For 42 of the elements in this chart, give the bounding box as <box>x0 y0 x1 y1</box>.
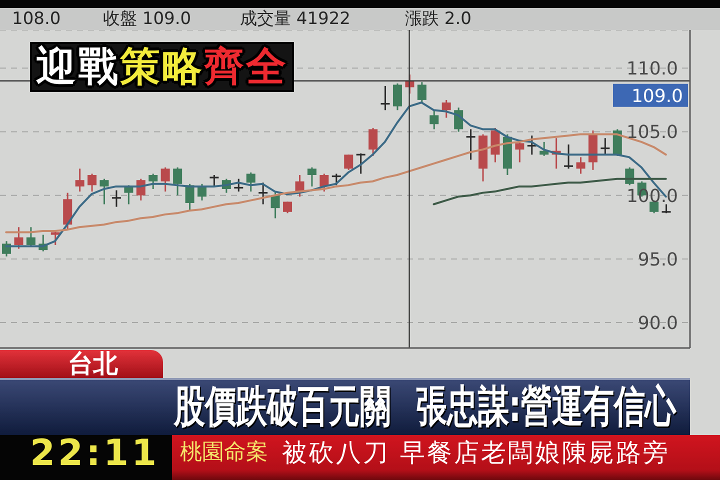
candlestick <box>111 190 122 208</box>
candlestick <box>320 172 329 192</box>
ticker-banner: 桃園命案 被砍八刀 早餐店老闆娘陳屍路旁 <box>172 435 720 480</box>
candlestick <box>600 137 610 156</box>
candlestick <box>160 166 170 192</box>
candlestick <box>185 183 194 212</box>
candlestick <box>50 230 60 246</box>
candlestick <box>88 172 97 192</box>
candlestick <box>258 182 268 206</box>
ref-line-label: 109.0 <box>631 86 683 107</box>
candlestick <box>148 172 158 190</box>
clock-panel: 22:11 <box>0 435 172 480</box>
candlestick <box>283 200 292 214</box>
candlestick <box>356 152 366 174</box>
candlestick <box>392 82 402 111</box>
candlestick <box>246 172 256 192</box>
candlestick <box>270 190 280 220</box>
y-tick-label: 105.0 <box>626 122 678 144</box>
candlestick <box>344 154 354 171</box>
candlestick <box>576 156 586 174</box>
candlestick <box>417 81 426 104</box>
candlestick <box>331 172 342 186</box>
candlestick <box>442 99 451 119</box>
info-bar: 108.0 收盤 109.0 成交量 41922 漲跌 2.0 <box>0 0 720 30</box>
location-tab: 台北 <box>0 350 163 378</box>
y-tick-label: 110.0 <box>626 58 678 80</box>
candlestick <box>75 168 84 192</box>
candlestick <box>368 127 378 157</box>
candlestick <box>563 144 574 170</box>
candlestick <box>515 141 524 164</box>
y-tick-label: 100.0 <box>626 186 678 207</box>
candlestick <box>430 109 439 130</box>
candlestick <box>173 166 182 196</box>
y-tick-label: 95.0 <box>638 249 678 270</box>
y-tick-label: 90.0 <box>638 312 678 334</box>
candlestick <box>233 178 244 192</box>
chart-title: 迎戰策略齊全 <box>36 44 288 90</box>
candlestick <box>26 226 36 247</box>
candlestick <box>100 178 109 206</box>
candlestick <box>307 166 316 188</box>
candlestick <box>14 226 24 250</box>
headline-banner: 股價跌破百元關 張忠謀:營運有信心 <box>0 378 690 435</box>
